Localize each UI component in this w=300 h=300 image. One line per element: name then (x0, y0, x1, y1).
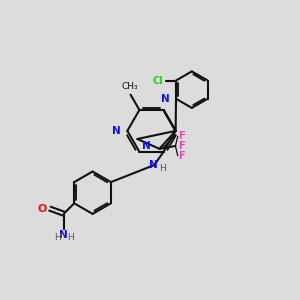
Text: N: N (142, 141, 151, 151)
Text: N: N (149, 160, 158, 170)
Text: F: F (178, 151, 185, 161)
Text: F: F (178, 141, 185, 151)
Text: N: N (59, 230, 68, 241)
Text: O: O (38, 204, 47, 214)
Text: H: H (54, 233, 61, 242)
Text: F: F (178, 131, 185, 141)
Text: N: N (160, 94, 169, 104)
Text: Cl: Cl (152, 76, 163, 85)
Text: H: H (159, 164, 166, 173)
Text: N: N (112, 126, 121, 136)
Text: CH₃: CH₃ (122, 82, 138, 91)
Text: H: H (67, 233, 74, 242)
